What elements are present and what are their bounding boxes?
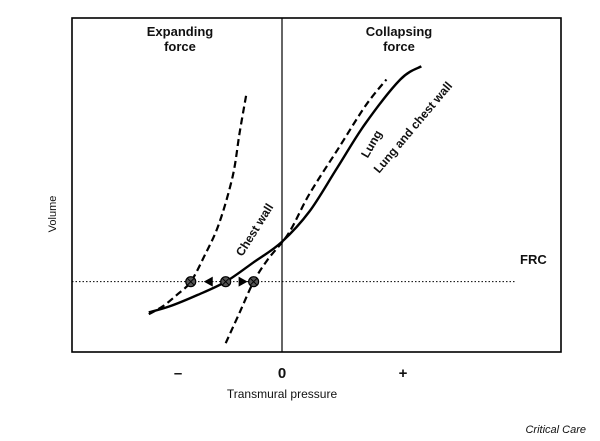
x-tick-zero: 0	[278, 365, 286, 382]
figure-credit: Critical Care	[525, 424, 586, 436]
equilibrium-marker	[220, 276, 232, 288]
x-tick-plus: +	[399, 365, 408, 382]
chest-wall-curve	[148, 92, 248, 316]
lung-and-chest-wall-curve	[148, 65, 422, 314]
y-axis-label: Volume	[47, 196, 59, 233]
equilibrium-marker	[248, 276, 260, 288]
expanding-label-line2: force	[164, 39, 196, 54]
collapsing-label-line1: Collapsing	[366, 24, 433, 39]
x-axis-label: Transmural pressure	[227, 387, 338, 401]
equilibrium-marker	[185, 276, 197, 288]
arrow-head	[203, 276, 213, 287]
plot-frame	[71, 17, 562, 353]
x-tick-minus: –	[174, 365, 182, 382]
expanding-label-line1: Expanding	[147, 24, 214, 39]
collapsing-label-line2: force	[383, 39, 415, 54]
frc-label: FRC	[520, 252, 547, 267]
marker-layer	[185, 276, 260, 288]
arrow-head	[238, 276, 248, 287]
arrow-layer	[203, 276, 248, 287]
lung-curve	[224, 78, 388, 344]
